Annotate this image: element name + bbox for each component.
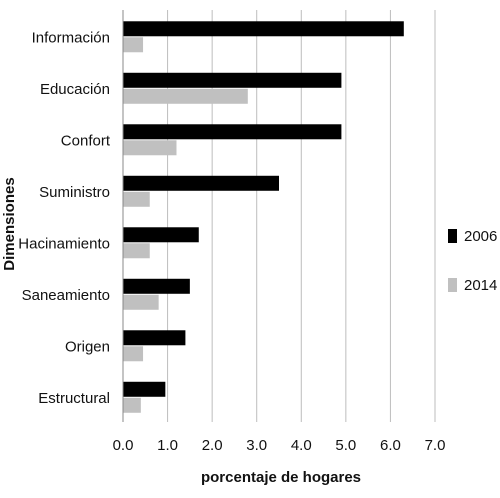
bar-2014: [123, 191, 150, 207]
legend-label: 2014: [464, 277, 497, 294]
bar-2014: [123, 243, 150, 259]
legend: 2006 2014: [448, 228, 497, 294]
x-tick-label: 7.0: [425, 437, 446, 454]
category-label: Estructural: [38, 390, 110, 407]
bar-2014: [123, 294, 159, 310]
x-tick-label: 2.0: [202, 437, 223, 454]
legend-swatch: [448, 229, 457, 243]
bar-2006: [123, 124, 342, 140]
x-tick-label: 0.0: [113, 437, 134, 454]
bar-2006: [123, 72, 342, 88]
y-axis-title: Dimensiones: [1, 177, 18, 270]
grid-lines: [167, 10, 436, 422]
category-label: Confort: [61, 133, 111, 150]
x-tick-label: 1.0: [157, 437, 178, 454]
bar-2006: [123, 330, 186, 346]
category-labels: Información Educación Confort Suministro Hac…: [18, 30, 111, 408]
x-tick-labels: 0.0 1.0 2.0 3.0 4.0 5.0 6.0 7.0: [113, 437, 446, 454]
bar-2006: [123, 227, 199, 243]
x-tick-label: 6.0: [380, 437, 401, 454]
x-tick-label: 5.0: [335, 437, 356, 454]
category-label: Educación: [40, 81, 110, 98]
category-label: Saneamiento: [22, 287, 110, 304]
category-label: Información: [32, 30, 110, 47]
x-tick-label: 3.0: [246, 437, 267, 454]
bar-2014: [123, 37, 144, 53]
legend-swatch: [448, 278, 457, 292]
bar-2014: [123, 140, 177, 156]
bar-2006: [123, 381, 166, 397]
category-label: Hacinamiento: [18, 236, 110, 253]
legend-label: 2006: [464, 228, 497, 245]
bar-2014: [123, 88, 248, 104]
x-tick-label: 4.0: [291, 437, 312, 454]
bar-2006: [123, 21, 404, 37]
bars: [123, 21, 404, 413]
x-axis-title: porcentaje de hogares: [201, 469, 361, 486]
category-label: Suministro: [39, 184, 110, 201]
category-label: Origen: [65, 339, 110, 356]
bar-2014: [123, 346, 144, 362]
bar-2006: [123, 278, 190, 294]
bar-2006: [123, 175, 279, 191]
bar-2014: [123, 397, 141, 413]
